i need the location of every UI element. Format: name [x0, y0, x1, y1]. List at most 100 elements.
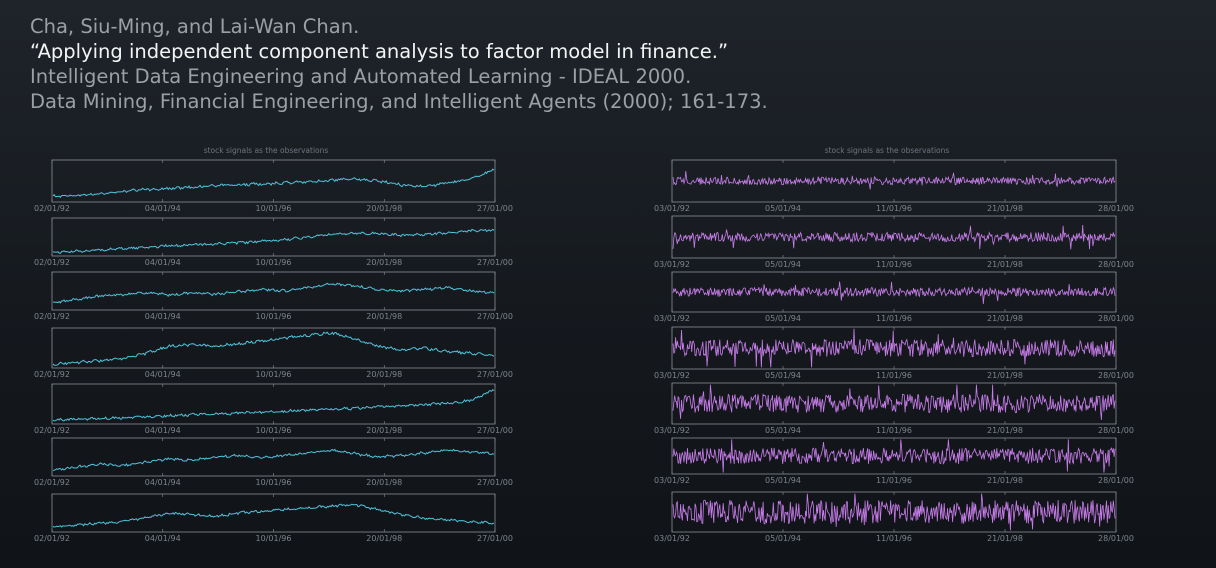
x-tick-label: 03/01/92 — [654, 426, 690, 435]
subplot-1-3: 03/01/92 05/01/94 11/01/96 21/01/98 28/01/00 — [654, 326, 1134, 380]
x-tick-label: 05/01/94 — [765, 260, 801, 269]
x-tick-label: 11/01/96 — [876, 371, 912, 380]
x-tick-label: 28/01/00 — [1098, 260, 1134, 269]
x-tick-label: 27/01/00 — [477, 312, 513, 321]
subplot-frame — [51, 159, 496, 203]
x-tick-label: 11/01/96 — [876, 314, 912, 323]
x-tick-label: 03/01/92 — [654, 371, 690, 380]
series-line — [52, 448, 495, 472]
subplot-frame — [51, 217, 496, 257]
series-line — [672, 493, 1116, 531]
series-line — [52, 389, 495, 422]
right-chart-panel: stock signals as the observations 03/01/… — [652, 146, 1134, 546]
series-line — [672, 281, 1116, 305]
x-tick-label: 11/01/96 — [876, 260, 912, 269]
x-tick-label: 27/01/00 — [477, 204, 513, 213]
series-line — [52, 503, 495, 528]
subplot-0-0: 02/01/92 04/01/94 10/01/96 20/01/98 27/01/00 — [34, 159, 513, 213]
x-tick-label: 21/01/98 — [987, 371, 1023, 380]
x-tick-label: 21/01/98 — [987, 534, 1023, 543]
x-tick-label: 10/01/96 — [256, 370, 292, 379]
series-line — [672, 170, 1116, 190]
x-tick-label: 04/01/94 — [145, 534, 181, 543]
x-tick-label: 21/01/98 — [987, 426, 1023, 435]
subplot-0-3: 02/01/92 04/01/94 10/01/96 20/01/98 27/01/00 — [34, 327, 513, 379]
x-tick-label: 04/01/94 — [145, 204, 181, 213]
citation-venue: Intelligent Data Engineering and Automat… — [30, 65, 692, 88]
x-tick-label: 20/01/98 — [366, 312, 402, 321]
series-line — [52, 228, 495, 254]
right-chart-svg: 03/01/92 05/01/94 11/01/96 21/01/98 28/01/00… — [654, 159, 1134, 543]
x-tick-label: 03/01/92 — [654, 534, 690, 543]
x-tick-label: 04/01/94 — [145, 312, 181, 321]
x-tick-label: 04/01/94 — [145, 478, 181, 487]
x-tick-label: 10/01/96 — [256, 312, 292, 321]
x-tick-label: 27/01/00 — [477, 258, 513, 267]
x-tick-label: 04/01/94 — [145, 426, 181, 435]
subplot-0-4: 02/01/92 04/01/94 10/01/96 20/01/98 27/01/00 — [34, 383, 513, 435]
x-tick-label: 28/01/00 — [1098, 476, 1134, 485]
x-tick-label: 21/01/98 — [987, 476, 1023, 485]
x-tick-label: 02/01/92 — [34, 204, 70, 213]
series-line — [672, 384, 1116, 420]
subplot-1-6: 03/01/92 05/01/94 11/01/96 21/01/98 28/01/00 — [654, 491, 1134, 543]
x-tick-label: 10/01/96 — [256, 478, 292, 487]
subplot-frame — [51, 327, 496, 369]
x-tick-label: 10/01/96 — [256, 426, 292, 435]
subplot-0-2: 02/01/92 04/01/94 10/01/96 20/01/98 27/01/00 — [34, 271, 513, 321]
x-tick-label: 27/01/00 — [477, 370, 513, 379]
x-tick-label: 04/01/94 — [145, 258, 181, 267]
x-tick-label: 28/01/00 — [1098, 314, 1134, 323]
x-tick-label: 02/01/92 — [34, 426, 70, 435]
series-line — [672, 224, 1116, 250]
subplot-frame — [51, 493, 496, 533]
x-tick-label: 02/01/92 — [34, 258, 70, 267]
x-tick-label: 27/01/00 — [477, 478, 513, 487]
x-tick-label: 27/01/00 — [477, 426, 513, 435]
x-tick-label: 11/01/96 — [876, 204, 912, 213]
x-tick-label: 10/01/96 — [256, 534, 292, 543]
citation-pages: Data Mining, Financial Engineering, and … — [30, 90, 768, 113]
series-line — [52, 331, 495, 366]
subplot-0-1: 02/01/92 04/01/94 10/01/96 20/01/98 27/01/00 — [34, 217, 513, 267]
series-line — [52, 168, 495, 199]
x-tick-label: 05/01/94 — [765, 534, 801, 543]
series-line — [672, 328, 1116, 368]
x-tick-label: 03/01/92 — [654, 314, 690, 323]
x-tick-label: 11/01/96 — [876, 476, 912, 485]
citation-title: “Applying independent component analysis… — [30, 40, 729, 63]
x-tick-label: 11/01/96 — [876, 534, 912, 543]
subplot-1-1: 03/01/92 05/01/94 11/01/96 21/01/98 28/01/00 — [654, 215, 1134, 269]
subplot-0-5: 02/01/92 04/01/94 10/01/96 20/01/98 27/01/00 — [34, 437, 513, 487]
citation-authors: Cha, Siu-Ming, and Lai-Wan Chan. — [30, 15, 360, 38]
x-tick-label: 20/01/98 — [366, 258, 402, 267]
x-tick-label: 20/01/98 — [366, 204, 402, 213]
x-tick-label: 28/01/00 — [1098, 204, 1134, 213]
x-tick-label: 28/01/00 — [1098, 426, 1134, 435]
x-tick-label: 20/01/98 — [366, 478, 402, 487]
x-tick-label: 10/01/96 — [256, 258, 292, 267]
citation: Cha, Siu-Ming, and Lai-Wan Chan. “Applyi… — [30, 14, 768, 114]
x-tick-label: 04/01/94 — [145, 370, 181, 379]
left-chart-title: stock signals as the observations — [203, 146, 329, 155]
left-chart-svg: 02/01/92 04/01/94 10/01/96 20/01/98 27/01/00… — [34, 159, 513, 543]
x-tick-label: 20/01/98 — [366, 370, 402, 379]
subplot-1-0: 03/01/92 05/01/94 11/01/96 21/01/98 28/01/00 — [654, 159, 1134, 213]
x-tick-label: 02/01/92 — [34, 312, 70, 321]
right-chart-title: stock signals as the observations — [824, 146, 950, 155]
x-tick-label: 02/01/92 — [34, 534, 70, 543]
x-tick-label: 05/01/94 — [765, 204, 801, 213]
x-tick-label: 05/01/94 — [765, 314, 801, 323]
series-line — [672, 439, 1116, 473]
series-line — [53, 282, 495, 304]
x-tick-label: 02/01/92 — [34, 478, 70, 487]
subplot-1-5: 03/01/92 05/01/94 11/01/96 21/01/98 28/01/00 — [654, 437, 1134, 485]
x-tick-label: 05/01/94 — [765, 371, 801, 380]
x-tick-label: 02/01/92 — [34, 370, 70, 379]
x-tick-label: 05/01/94 — [765, 426, 801, 435]
x-tick-label: 21/01/98 — [987, 260, 1023, 269]
x-tick-label: 21/01/98 — [987, 314, 1023, 323]
subplot-1-4: 03/01/92 05/01/94 11/01/96 21/01/98 28/01/00 — [654, 382, 1134, 435]
subplot-frame — [51, 271, 496, 311]
x-tick-label: 05/01/94 — [765, 476, 801, 485]
